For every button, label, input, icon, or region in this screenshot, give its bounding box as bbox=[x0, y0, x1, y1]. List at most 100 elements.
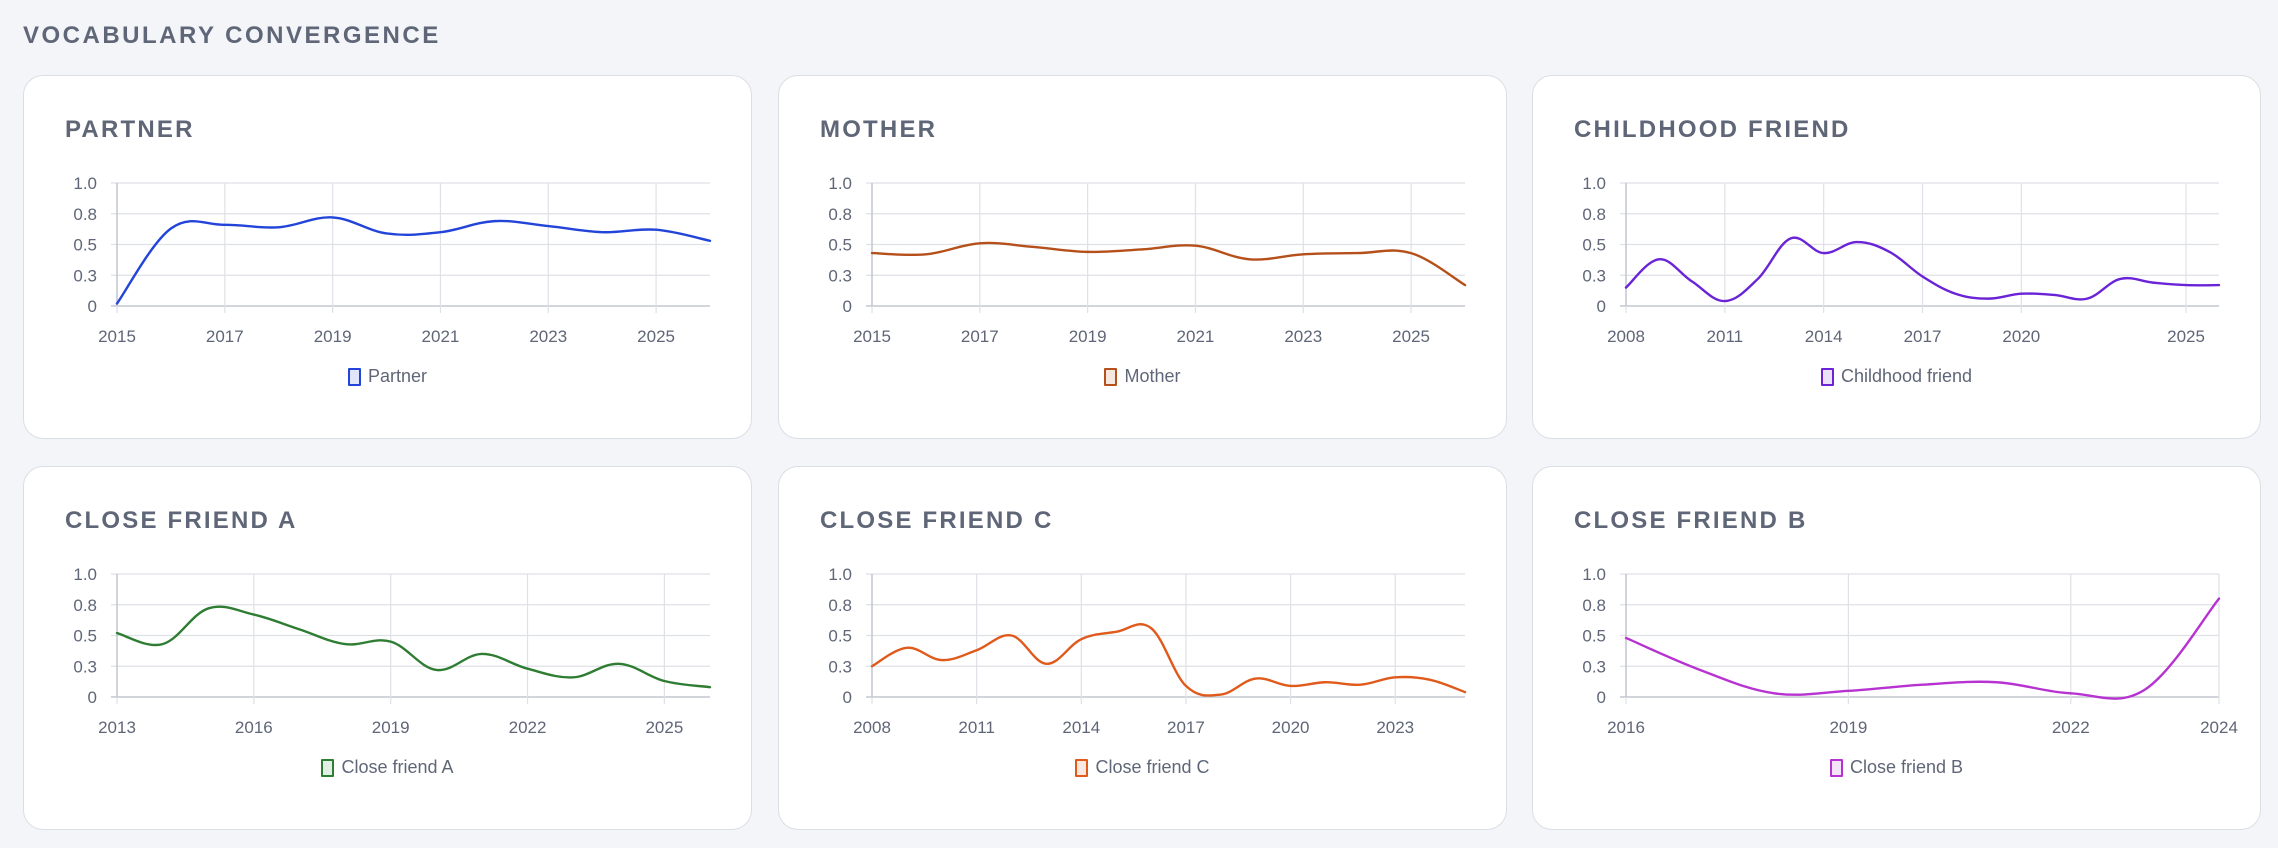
legend-swatch bbox=[1104, 367, 1118, 386]
x-tick-label: 2016 bbox=[235, 718, 273, 737]
y-tick-label: 0 bbox=[88, 688, 97, 707]
series-line bbox=[870, 623, 1467, 697]
y-tick-label: 0 bbox=[843, 688, 852, 707]
chart-legend: Partner bbox=[24, 366, 751, 387]
x-tick-label: 2017 bbox=[1904, 327, 1942, 346]
chart-legend: Mother bbox=[779, 366, 1506, 387]
x-tick-label: 2025 bbox=[645, 718, 683, 737]
legend-swatch bbox=[347, 367, 361, 386]
x-tick-label: 2024 bbox=[2200, 718, 2238, 737]
y-tick-label: 0.3 bbox=[73, 657, 97, 676]
series-line bbox=[115, 605, 712, 689]
y-tick-label: 0 bbox=[843, 297, 852, 316]
chart-plot: 0 0.3 0.5 0.8 1.0 2013 2016 2019 2022 2025 bbox=[73, 565, 712, 737]
y-tick-label: 0 bbox=[1597, 297, 1606, 316]
x-tick-label: 2025 bbox=[637, 327, 675, 346]
x-tick-label: 2022 bbox=[509, 718, 547, 737]
y-tick-label: 0.8 bbox=[828, 205, 852, 224]
x-tick-label: 2021 bbox=[422, 327, 460, 346]
y-tick-label: 0.5 bbox=[1582, 236, 1606, 255]
chart-legend: Close friend C bbox=[779, 757, 1506, 778]
legend-label: Close friend A bbox=[341, 757, 454, 777]
x-tick-label: 2017 bbox=[206, 327, 244, 346]
chart-card-close-friend-c: CLOSE FRIEND C 0 0.3 0.5 0.8 1.0 2008 2011 2014… bbox=[778, 466, 1507, 830]
x-tick-label: 2015 bbox=[98, 327, 136, 346]
chart-plot: 0 0.3 0.5 0.8 1.0 2008 2011 2014 2017 2020 2023 bbox=[828, 565, 1467, 737]
x-tick-label: 2015 bbox=[853, 327, 891, 346]
x-tick-label: 2023 bbox=[1376, 718, 1414, 737]
chart-plot: 0 0.3 0.5 0.8 1.0 2015 2017 2019 2021 2023 2025 bbox=[828, 174, 1467, 346]
y-tick-label: 1.0 bbox=[828, 565, 852, 584]
page-title: VOCABULARY CONVERGENCE bbox=[23, 22, 441, 49]
x-tick-label: 2011 bbox=[1707, 327, 1744, 346]
y-tick-label: 0 bbox=[88, 297, 97, 316]
y-tick-label: 0.5 bbox=[828, 627, 852, 646]
y-tick-label: 0.3 bbox=[1582, 266, 1606, 285]
y-tick-label: 0.3 bbox=[828, 657, 852, 676]
x-tick-label: 2008 bbox=[853, 718, 891, 737]
x-tick-label: 2025 bbox=[1392, 327, 1430, 346]
chart-title: CLOSE FRIEND B bbox=[1574, 507, 1808, 534]
series-line bbox=[1624, 236, 2221, 303]
y-tick-label: 0.5 bbox=[73, 627, 97, 646]
chart-plot: 0 0.3 0.5 0.8 1.0 2016 2019 2022 2024 bbox=[1582, 565, 2238, 737]
x-tick-label: 2019 bbox=[1069, 327, 1107, 346]
y-tick-label: 0.3 bbox=[1582, 657, 1606, 676]
chart-title: CLOSE FRIEND C bbox=[820, 507, 1054, 534]
x-tick-label: 2011 bbox=[958, 718, 995, 737]
chart-plot: 0 0.3 0.5 0.8 1.0 2015 2017 2019 2021 2023 2025 bbox=[73, 174, 712, 346]
series-line bbox=[115, 216, 712, 305]
x-tick-label: 2025 bbox=[2167, 327, 2205, 346]
x-tick-label: 2022 bbox=[2052, 718, 2090, 737]
y-tick-label: 0.8 bbox=[1582, 596, 1606, 615]
chart-card-partner: PARTNER 0 0.3 0.5 0.8 1.0 2015 2017 2019 2021 202… bbox=[23, 75, 752, 439]
legend-label: Close friend C bbox=[1095, 757, 1210, 777]
chart-plot: 0 0.3 0.5 0.8 1.0 2008 2011 2014 2017 2020 2025 bbox=[1582, 174, 2221, 346]
y-tick-label: 1.0 bbox=[1582, 565, 1606, 584]
x-tick-label: 2014 bbox=[1062, 718, 1100, 737]
x-tick-label: 2019 bbox=[372, 718, 410, 737]
y-tick-label: 0.8 bbox=[73, 205, 97, 224]
y-tick-label: 0.5 bbox=[1582, 627, 1606, 646]
y-tick-label: 0.5 bbox=[73, 236, 97, 255]
chart-card-mother: MOTHER 0 0.3 0.5 0.8 1.0 2015 2017 2019 2021 2023… bbox=[778, 75, 1507, 439]
legend-label: Partner bbox=[367, 366, 428, 386]
x-tick-label: 2019 bbox=[1829, 718, 1867, 737]
chart-card-close-friend-b: CLOSE FRIEND B 0 0.3 0.5 0.8 1.0 2016 2019 2022… bbox=[1532, 466, 2261, 830]
x-tick-label: 2020 bbox=[2002, 327, 2040, 346]
y-tick-label: 1.0 bbox=[1582, 174, 1606, 193]
y-tick-label: 0.5 bbox=[828, 236, 852, 255]
chart-card-close-friend-a: CLOSE FRIEND A 0 0.3 0.5 0.8 1.0 2013 2016 2019… bbox=[23, 466, 752, 830]
series-line bbox=[870, 241, 1467, 287]
series-line bbox=[1624, 597, 2221, 700]
x-tick-label: 2021 bbox=[1177, 327, 1215, 346]
legend-label: Close friend B bbox=[1849, 757, 1964, 777]
y-tick-label: 1.0 bbox=[73, 565, 97, 584]
chart-title: MOTHER bbox=[820, 116, 938, 143]
x-tick-label: 2014 bbox=[1805, 327, 1843, 346]
chart-title: CHILDHOOD FRIEND bbox=[1574, 116, 1851, 143]
y-tick-label: 0.8 bbox=[1582, 205, 1606, 224]
y-tick-label: 1.0 bbox=[73, 174, 97, 193]
y-tick-label: 0 bbox=[1597, 688, 1606, 707]
x-tick-label: 2023 bbox=[529, 327, 567, 346]
x-tick-label: 2020 bbox=[1272, 718, 1310, 737]
chart-legend: Childhood friend bbox=[1533, 366, 2260, 387]
x-tick-label: 2016 bbox=[1607, 718, 1645, 737]
y-tick-label: 0.8 bbox=[828, 596, 852, 615]
chart-title: CLOSE FRIEND A bbox=[65, 507, 298, 534]
x-tick-label: 2008 bbox=[1607, 327, 1645, 346]
y-tick-label: 0.3 bbox=[73, 266, 97, 285]
legend-label: Mother bbox=[1124, 366, 1181, 386]
legend-swatch bbox=[1820, 367, 1834, 386]
y-tick-label: 0.8 bbox=[73, 596, 97, 615]
x-tick-label: 2013 bbox=[98, 718, 136, 737]
legend-swatch bbox=[1829, 758, 1843, 777]
x-tick-label: 2019 bbox=[314, 327, 352, 346]
y-tick-label: 0.3 bbox=[828, 266, 852, 285]
x-tick-label: 2017 bbox=[1167, 718, 1205, 737]
chart-legend: Close friend B bbox=[1533, 757, 2260, 778]
chart-title: PARTNER bbox=[65, 116, 195, 143]
legend-swatch bbox=[321, 758, 335, 777]
y-tick-label: 1.0 bbox=[828, 174, 852, 193]
